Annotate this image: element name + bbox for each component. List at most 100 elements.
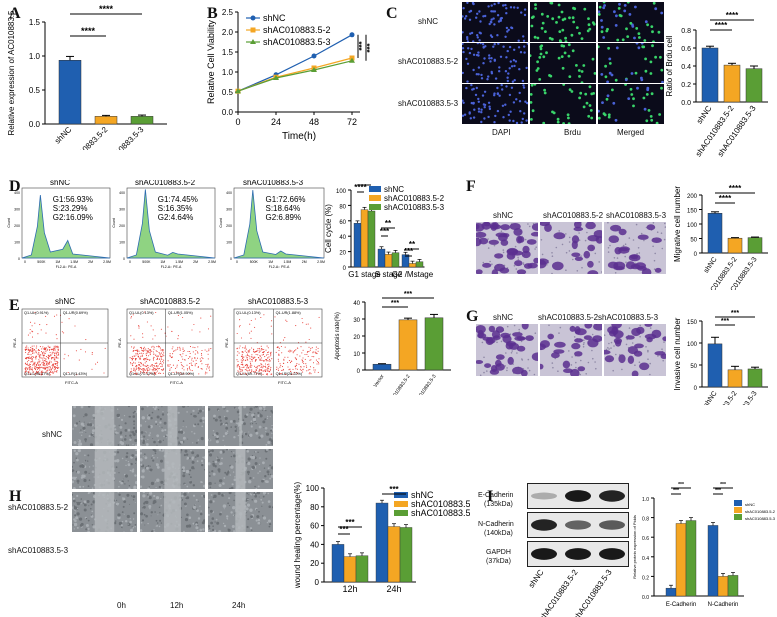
bar-N-Cadherin-shNC: [707, 525, 719, 597]
bar-shAC010883.5-2: [94, 116, 118, 125]
f-image-2: [604, 221, 667, 277]
i-label-gapdh-kda: (37kDa): [486, 558, 511, 565]
h-col-label-12h: 12h: [170, 601, 184, 610]
y-tick-label: 0: [694, 386, 698, 392]
line-shNC: [237, 34, 353, 92]
legend-swatch: [394, 501, 408, 507]
bar-S stage-shNC: [377, 248, 386, 268]
bar-shNC: [707, 343, 723, 388]
x-tick-label: 24h: [386, 584, 401, 594]
hist-xtick: 2M: [302, 260, 307, 264]
hist-xlabel: FL2-A:: PE-A: [161, 265, 182, 269]
legend-swatch: [394, 492, 408, 498]
quad-label-lr: Q1-LR(28.90%): [168, 372, 195, 376]
bar-shAC010883.5-3: [745, 68, 763, 103]
sig-label: ***: [345, 518, 355, 527]
f-image-0: [471, 221, 544, 277]
hist-stat: S:23.29%: [53, 204, 88, 213]
hist-xtick: 500K: [142, 260, 151, 264]
sig-label: **: [409, 240, 416, 249]
f-label-shnc: shNC: [493, 211, 514, 220]
hist-ytick: 100: [14, 241, 20, 245]
scatter-points: [129, 311, 212, 376]
chart-g: 050100150shNCshAC010883.5-2shAC010883.5-…: [673, 310, 768, 405]
hist-ytick: 200: [119, 224, 125, 228]
legend-swatch: [734, 507, 742, 513]
h-row-label-sh2: shAC010883.5-2: [8, 503, 69, 512]
x-tick-label: 12h: [342, 584, 357, 594]
hist-ytick: 0: [123, 257, 125, 261]
hist-ytick: 200: [226, 224, 232, 228]
quad-label-ul: Q1-UL(0.13%): [129, 311, 154, 315]
y-tick-label: 0: [343, 266, 347, 272]
x-tick-label: S stage: [375, 270, 403, 279]
bar-shAC010883.5-2: [727, 369, 743, 388]
hist-xtick: 0: [129, 260, 131, 264]
chart-a: 0.00.51.01.5shNCshAC010883.5-2shAC010883…: [7, 4, 167, 150]
x-tick-label: 72: [347, 117, 357, 127]
y-axis-label: Ratio of Brdu cell: [665, 35, 674, 96]
sig-label: ****: [81, 26, 96, 36]
c-image-r1-c1: [528, 43, 597, 85]
bar-N-Cadherin-shAC010883.5-3: [727, 575, 739, 597]
hist-ylabel: Count: [219, 218, 223, 227]
y-axis-label: Relative protein expression of Pidds: [632, 515, 637, 579]
bar-24h-shAC010883.5-2: [387, 526, 401, 583]
hist-area: [126, 189, 216, 259]
bar-shAC010883.5-3: [424, 317, 444, 371]
legend-marker: [250, 15, 256, 21]
bar-12h-shAC010883.5-2: [343, 556, 357, 583]
sig-label: ***: [720, 482, 726, 488]
sig-label: ***: [380, 227, 390, 236]
bar-shAC010883.5-3: [130, 116, 154, 125]
sig-label: ****: [715, 21, 728, 30]
panel-label-h: H: [9, 488, 22, 505]
hist-ytick: 400: [14, 191, 20, 195]
quad-label-lr: Q1-LR(3.43%): [63, 372, 88, 376]
blot-row-1: [527, 512, 629, 538]
legend-label: shAC010883.5-2: [384, 194, 445, 203]
h-image-r1-c1: [139, 447, 207, 491]
legend-marker: [250, 39, 256, 44]
quad-label-ur: Q1-UR(0.69%): [63, 311, 89, 315]
quad-label-ll: Q1-LL(95.47%): [24, 372, 51, 376]
sig-label: ***: [715, 488, 721, 494]
blot-row-2: [527, 541, 629, 567]
c-image-r2-c2: [597, 83, 664, 125]
bar-G1 stage-shAC010883.5-2: [360, 209, 369, 268]
bar-12h-shAC010883.5-3: [355, 555, 369, 583]
y-tick-label: 0.0: [222, 108, 234, 117]
legend-label: shAC010883.5-2: [263, 25, 331, 35]
y-tick-label: 100: [687, 342, 698, 348]
y-tick-label: 0.2: [681, 82, 691, 89]
x-tick-label: 24: [271, 117, 281, 127]
y-tick-label: 1.5: [29, 18, 41, 27]
bar-G2 /Mstage-shAC010883.5-3: [415, 261, 424, 268]
y-tick-label: 0: [315, 578, 320, 587]
y-tick-label: 0.0: [29, 120, 41, 129]
h-image-r0-c1: [139, 404, 205, 447]
hist-ytick: 400: [226, 191, 232, 195]
g-label-sh2: shAC010883.5-2: [538, 313, 599, 322]
y-tick-label: 0.5: [29, 86, 41, 95]
scatter-title: shAC010883.5-2: [140, 297, 201, 306]
scatter-title: shAC010883.5-3: [248, 297, 309, 306]
chart-h: 0 20 40 60 80 100 12h 24h wound healing percenta…: [293, 482, 470, 594]
y-tick-label: 1.0: [222, 68, 234, 77]
panel-label-e: E: [9, 297, 20, 314]
hist-xtick: 0: [236, 260, 238, 264]
y-axis-label: Cell cycle (%): [325, 204, 333, 253]
g-label-shnc: shNC: [493, 313, 514, 322]
line-shAC010883.5-3: [237, 60, 353, 92]
hist-xtick: 0: [24, 260, 26, 264]
hist-ytick: 0: [230, 257, 232, 261]
sig-label: ****: [354, 183, 367, 192]
hist-xtick: 2.5M: [208, 260, 216, 264]
legend-swatch: [369, 186, 381, 192]
legend-swatch: [734, 500, 742, 506]
legend-label: shAC010883.5-3: [411, 508, 470, 518]
hist-ytick: 300: [226, 208, 232, 212]
point: [349, 57, 355, 63]
scatter-ylabel: PE-A: [224, 338, 229, 348]
